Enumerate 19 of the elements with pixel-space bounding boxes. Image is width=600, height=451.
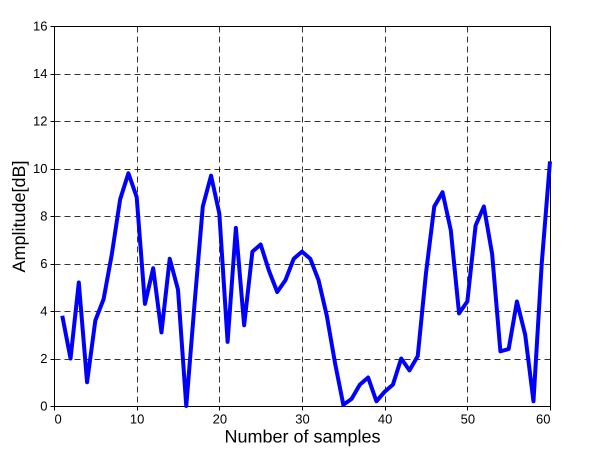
y-tick-label: 10 — [33, 161, 48, 176]
x-tick-label: 0 — [54, 412, 62, 426]
x-axis-title: Number of samples — [224, 426, 381, 446]
line-series — [60, 159, 552, 408]
y-tick-label: 2 — [40, 351, 48, 366]
y-tick-label: 8 — [40, 208, 48, 224]
y-tick-label: 14 — [33, 66, 48, 81]
y-tick-label: 6 — [40, 256, 48, 271]
x-tick-label: 50 — [460, 412, 476, 426]
y-tick-label: 0 — [40, 398, 48, 414]
x-tick-label: 40 — [378, 412, 392, 426]
y-axis-title: Amplitude[dB] — [9, 160, 30, 273]
y-tick-label: 12 — [33, 114, 48, 128]
y-tick-label: 4 — [40, 304, 48, 318]
x-tick-label: 20 — [212, 412, 228, 426]
x-tick-label: 60 — [536, 412, 550, 426]
y-tick-label: 16 — [33, 18, 48, 34]
x-tick-label: 30 — [295, 412, 310, 426]
x-tick-label: 10 — [130, 412, 144, 426]
